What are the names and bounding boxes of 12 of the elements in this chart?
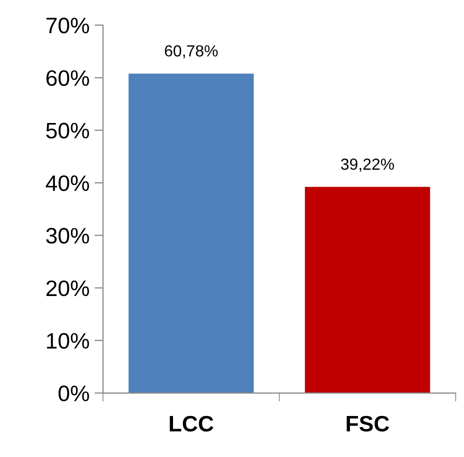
- y-tick-label: 10%: [47, 333, 90, 349]
- y-tick-label: 20%: [46, 280, 90, 296]
- y-tick-label: 50%: [46, 122, 90, 139]
- y-tick-label: 60%: [46, 70, 90, 86]
- y-tick-label: 40%: [46, 175, 90, 192]
- data-label: 39,22%: [341, 158, 394, 172]
- x-tick-label: LCC: [170, 416, 214, 432]
- y-tick-label: 70%: [46, 18, 90, 34]
- y-tick-label: 0%: [58, 386, 90, 402]
- x-tick-label: FSC: [346, 416, 390, 432]
- y-tick-label: 30%: [46, 228, 90, 244]
- data-label: 60,78%: [164, 45, 218, 58]
